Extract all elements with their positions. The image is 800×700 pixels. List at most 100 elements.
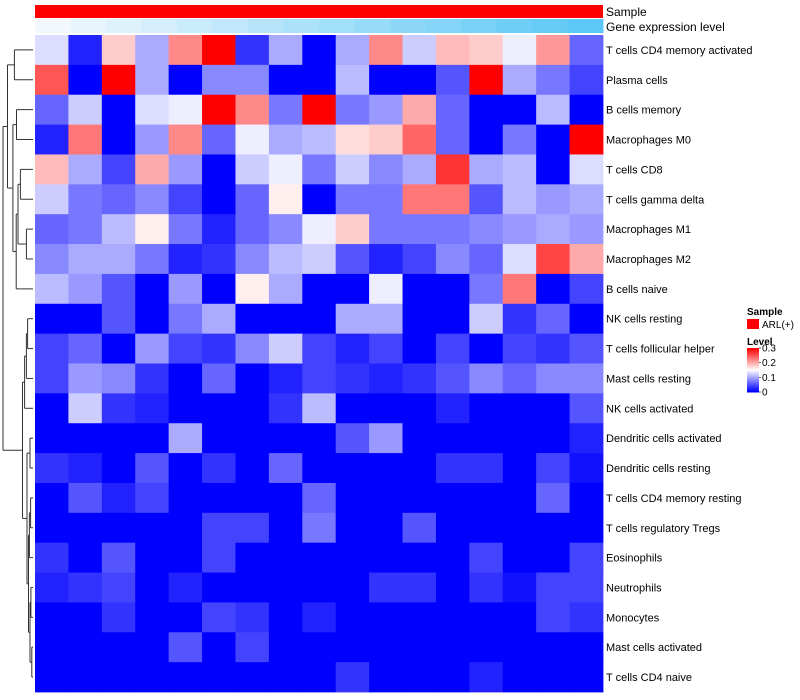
heatmap-cell — [35, 393, 69, 424]
heatmap-cell — [235, 572, 270, 603]
heatmap-cell — [101, 154, 136, 185]
heatmap-cell — [569, 64, 604, 96]
heatmap-cell — [335, 244, 370, 275]
heatmap-cell — [202, 35, 236, 66]
legend-sample-title: Sample — [747, 307, 783, 318]
heatmap-cell — [35, 363, 69, 394]
heatmap-cell — [101, 482, 136, 514]
heatmap-cell — [335, 542, 370, 573]
heatmap-cell — [135, 393, 170, 424]
heatmap-cell — [168, 662, 203, 693]
heatmap-cell — [369, 35, 403, 66]
heatmap-cell — [101, 363, 136, 394]
heatmap-cell — [469, 333, 504, 364]
heatmap-cell — [536, 482, 570, 514]
heatmap-cell — [435, 333, 470, 364]
heatmap-cell — [168, 453, 203, 484]
expression-level-segment — [532, 19, 568, 33]
heatmap-cell — [335, 303, 370, 335]
legend-tick-label: 0.1 — [762, 373, 776, 384]
heatmap-cell — [235, 363, 270, 394]
legend-level-title: Level — [747, 337, 773, 348]
heatmap-cell — [569, 154, 604, 185]
heatmap-cell — [135, 453, 170, 484]
heatmap-cell — [101, 662, 136, 693]
heatmap-cell — [302, 333, 337, 364]
heatmap-cell — [369, 662, 403, 693]
heatmap-cell — [469, 124, 504, 155]
legend-color-step — [747, 385, 759, 387]
legend-tick-label: 0.3 — [762, 344, 776, 355]
heatmap-cell — [502, 363, 537, 394]
heatmap-cell — [101, 423, 136, 454]
heatmap-cell — [469, 393, 504, 424]
heatmap-cell — [435, 662, 470, 693]
heatmap-cell — [202, 423, 236, 454]
heatmap-cell — [469, 512, 504, 544]
heatmap-cell — [502, 35, 537, 66]
heatmap-cell — [235, 154, 270, 185]
row-label: T cells CD4 memory resting — [606, 493, 742, 505]
heatmap-cell — [202, 244, 236, 275]
heatmap-cell — [68, 35, 103, 66]
heatmap-cell — [335, 512, 370, 544]
heatmap-cell — [168, 393, 203, 424]
heatmap-cell — [402, 35, 437, 66]
row-label: Dendritic cells activated — [606, 433, 722, 445]
legend-sample-entry: ARL(+) — [762, 320, 794, 331]
row-label: B cells memory — [606, 105, 682, 117]
heatmap-cell — [536, 124, 570, 155]
heatmap-cell — [402, 662, 437, 693]
heatmap-cell — [335, 124, 370, 155]
heatmap-cell — [402, 482, 437, 514]
heatmap-cell — [502, 453, 537, 484]
heatmap-cell — [202, 94, 236, 125]
heatmap-cell — [469, 662, 504, 693]
heatmap-cell — [135, 184, 170, 215]
expression-annotation-label: Gene expression level — [606, 20, 725, 34]
heatmap-cell — [135, 244, 170, 275]
heatmap-cell — [268, 64, 303, 96]
heatmap-cell — [235, 453, 270, 484]
heatmap-cell — [268, 273, 303, 305]
heatmap-cell — [369, 453, 403, 484]
heatmap-cell — [469, 453, 504, 484]
heatmap-cell — [168, 64, 203, 96]
heatmap-cell — [168, 572, 203, 603]
heatmap-cell — [68, 333, 103, 364]
legend-color-step — [747, 390, 759, 392]
row-label: Monocytes — [606, 612, 660, 624]
heatmap-cell — [101, 94, 136, 125]
heatmap-cell — [335, 214, 370, 245]
heatmap-cell — [469, 244, 504, 275]
heatmap-cell — [569, 662, 604, 693]
heatmap-cell — [202, 363, 236, 394]
heatmap-cell — [68, 453, 103, 484]
heatmap-cell — [168, 273, 203, 305]
heatmap-cell — [68, 482, 103, 514]
heatmap-cell — [402, 64, 437, 96]
heatmap-cell — [202, 154, 236, 185]
heatmap-cell — [202, 184, 236, 215]
legend-color-step — [747, 363, 759, 365]
heatmap-cell — [502, 273, 537, 305]
heatmap-cell — [268, 184, 303, 215]
heatmap-cell — [302, 184, 337, 215]
heatmap-cell — [268, 482, 303, 514]
heatmap-cell — [569, 184, 604, 215]
heatmap-cell — [469, 273, 504, 305]
heatmap-cell — [68, 64, 103, 96]
heatmap-cell — [202, 273, 236, 305]
heatmap-cell — [135, 64, 170, 96]
heatmap-cell — [569, 363, 604, 394]
heatmap-cell — [35, 482, 69, 514]
heatmap-cell — [536, 542, 570, 573]
legend-color-step — [747, 378, 759, 380]
expression-level-segment — [141, 19, 178, 33]
heatmap-cell — [35, 632, 69, 663]
heatmap-cell — [101, 632, 136, 663]
heatmap-cell — [35, 154, 69, 185]
row-label: T cells gamma delta — [606, 194, 705, 206]
row-label: T cells CD8 — [606, 164, 663, 176]
heatmap-cell — [569, 572, 604, 603]
